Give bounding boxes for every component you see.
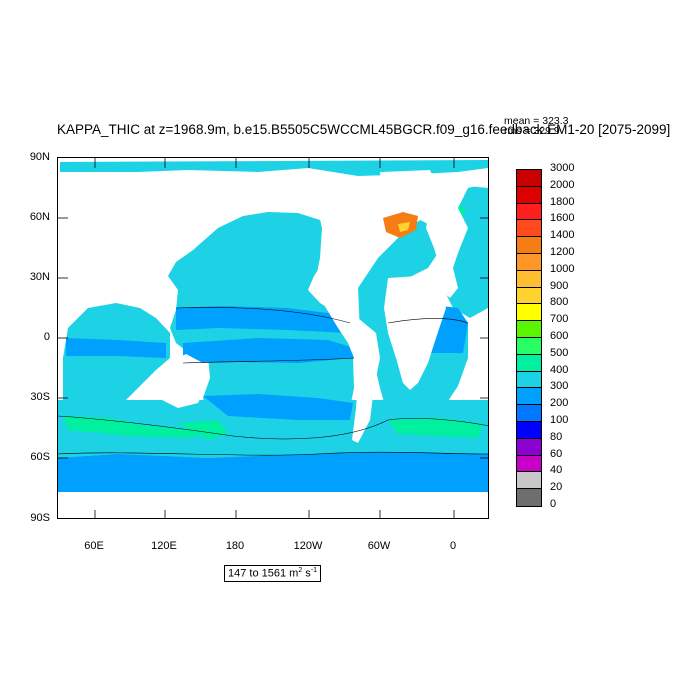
range-text: 147 to 1561 m [228,567,299,580]
colorbar-box [517,237,541,254]
colorbar-box [517,321,541,338]
stats-label: mean = 323.3 rms = 329.9 [504,115,569,137]
land-africa-south [384,276,446,390]
colorbar-level-label: 2000 [550,178,575,191]
antarctic-margin [58,452,488,492]
colorbar-level-label: 60 [550,447,563,460]
y-tick-label: 60S [30,451,50,463]
indian-ocean [63,303,170,420]
colorbar-level-label: 3000 [550,162,575,174]
colorbar-level-label: 1400 [550,229,575,242]
land-asia [58,172,193,298]
contour-line [387,318,469,324]
indian-band [66,338,166,358]
x-tick-label: 120W [293,540,323,552]
range-label: 147 to 1561 m2 s-1 [224,565,322,582]
colorbar-box [517,203,541,221]
x-tick-label: 180 [225,540,245,552]
colorbar-box [517,170,541,187]
range-exp2: -1 [310,567,318,574]
colorbar-level-label: 700 [550,313,569,326]
acc-band-2 [178,420,228,440]
contour-line [58,415,389,440]
y-tick-label: 90N [29,151,50,163]
colorbar-box [517,270,541,288]
contour-line [175,307,351,324]
rms-value: rms = 329.9 [504,125,560,137]
colorbar-level-label: 1800 [550,195,575,208]
colorbar-box [517,455,541,473]
land-americas [310,178,380,443]
map-field [58,160,488,518]
colorbar-level-label: 200 [550,397,569,410]
colorbar-level-label: 80 [550,430,563,443]
y-tick-label: 30S [30,391,50,403]
colorbar-level-label: 300 [550,380,569,393]
colorbar-box [517,287,541,305]
colorbar-box [517,220,541,238]
colorbar-level-label: 1000 [550,262,575,275]
contour-line [182,357,355,364]
y-tick-label: 0 [43,331,50,343]
map-frame [57,157,489,519]
x-tick-label: 60E [84,540,104,552]
acc-band-1 [63,416,208,438]
colorbar-level-label: 1200 [550,246,575,258]
colorbar-level-label: 800 [550,296,569,309]
map-title: KAPPA_THIC at z=1968.9m, b.e15.B5505C5WC… [57,122,671,137]
contour-line [387,418,488,426]
colorbar-box [517,304,541,322]
range-exp1: 2 [298,567,303,574]
land-australia [154,354,208,408]
equatorial-band-pacific [176,306,350,333]
colorbar-level-label: 0 [550,498,557,510]
x-tick-label: 60W [367,540,391,552]
land-africa-europe [426,174,488,298]
colorbar-box [517,253,541,271]
colorbar-box [517,186,541,204]
colorbar-level-label: 500 [550,346,569,359]
colorbar-box [517,354,541,372]
contour-line [58,451,488,456]
pacific-band-2 [183,338,354,363]
colorbar-level-label: 100 [550,414,569,426]
peak-yellow [398,222,410,232]
colorbar-level-label: 40 [550,464,563,477]
y-tick-label: 60N [29,211,50,223]
colorbar-box [517,489,541,506]
colorbar-box [517,405,541,422]
colorbar-box [517,472,541,490]
land-greenland [380,170,438,213]
mean-value: mean = 323.3 [504,115,569,127]
colorbar-box [517,388,541,406]
colorbar-level-label: 900 [550,279,569,292]
colorbar-box [517,337,541,355]
colorbar-level-label: 400 [550,363,569,376]
colorbar-level-label: 1600 [550,212,575,225]
land-antarctica [58,492,488,518]
colorbar-box [517,438,541,456]
tick-marks [58,158,488,518]
colorbar [516,169,542,507]
x-tick-label: 120E [151,540,177,552]
y-tick-label: 90S [30,512,50,524]
colorbar-level-label: 600 [550,330,569,342]
range-mid: s [302,567,311,580]
south-pacific-band [203,394,353,420]
acc-band-3 [388,418,483,438]
colorbar-level-label: 20 [550,481,563,494]
y-tick-label: 30N [29,271,50,283]
x-tick-label: 0 [449,540,457,552]
colorbar-box [517,421,541,439]
colorbar-box [517,371,541,389]
